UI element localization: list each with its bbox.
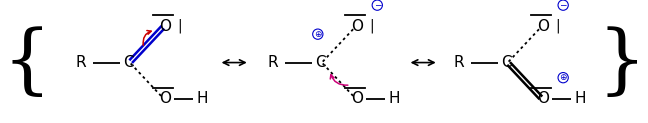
Text: {: { bbox=[3, 26, 51, 100]
Text: H: H bbox=[388, 91, 400, 106]
Text: H: H bbox=[196, 91, 208, 106]
Text: O: O bbox=[351, 91, 363, 106]
Text: R: R bbox=[453, 55, 464, 70]
Text: −: − bbox=[373, 1, 381, 10]
Text: O: O bbox=[159, 91, 171, 106]
Text: R: R bbox=[267, 55, 278, 70]
Text: O: O bbox=[537, 19, 549, 34]
Text: |: | bbox=[369, 18, 374, 33]
Text: ⊕: ⊕ bbox=[559, 73, 567, 82]
Text: H: H bbox=[574, 91, 586, 106]
Text: }: } bbox=[597, 26, 645, 100]
Text: C: C bbox=[124, 55, 134, 70]
Text: |: | bbox=[555, 18, 560, 33]
Text: O: O bbox=[159, 19, 171, 34]
Text: C: C bbox=[316, 55, 326, 70]
Text: O: O bbox=[351, 19, 363, 34]
Text: R: R bbox=[75, 55, 86, 70]
Text: ⊕: ⊕ bbox=[314, 30, 321, 39]
Text: −: − bbox=[559, 1, 567, 10]
Text: O: O bbox=[537, 91, 549, 106]
Text: C: C bbox=[502, 55, 512, 70]
Text: |: | bbox=[177, 18, 182, 33]
